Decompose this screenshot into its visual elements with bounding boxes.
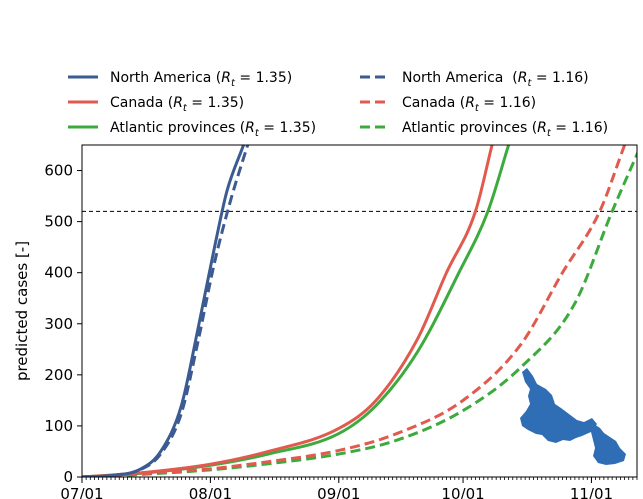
legend-label: Atlantic provinces (Rt = 1.35) [110, 120, 316, 139]
x-tick-label: 10/01 [441, 485, 484, 499]
x-tick-label: 09/01 [317, 485, 360, 499]
y-tick-label: 500 [44, 213, 73, 231]
legend-label: North America (Rt = 1.16) [402, 70, 589, 89]
y-tick-label: 200 [44, 366, 73, 384]
series-line-2 [82, 145, 494, 477]
x-tick-label: 07/01 [60, 485, 103, 499]
y-tick-label: 600 [44, 162, 73, 180]
newfoundland-map-inset [520, 368, 626, 465]
y-axis-title: predicted cases [-] [13, 241, 31, 381]
series-group [82, 145, 637, 477]
series-line-1 [82, 145, 250, 477]
series-line-3 [82, 145, 626, 477]
plot-area: 0 100 200 300 400 500 600 07/01 08/01 09/01 10/01 1… [13, 144, 638, 499]
y-tick-label: 400 [44, 264, 73, 282]
y-tick-label: 0 [63, 468, 73, 486]
legend-label: Canada (Rt = 1.35) [110, 95, 244, 114]
y-tick-label: 300 [44, 315, 73, 333]
y-tick-label: 100 [44, 417, 73, 435]
legend-label: Atlantic provinces (Rt = 1.16) [402, 120, 608, 139]
x-tick-label: 11/01 [570, 485, 613, 499]
x-tick-label: 08/01 [189, 485, 232, 499]
legend-label: North America (Rt = 1.35) [110, 70, 292, 89]
legend-label: Canada (Rt = 1.16) [402, 95, 536, 114]
legend: North America (Rt = 1.35) Canada (Rt = 1.… [68, 70, 608, 139]
